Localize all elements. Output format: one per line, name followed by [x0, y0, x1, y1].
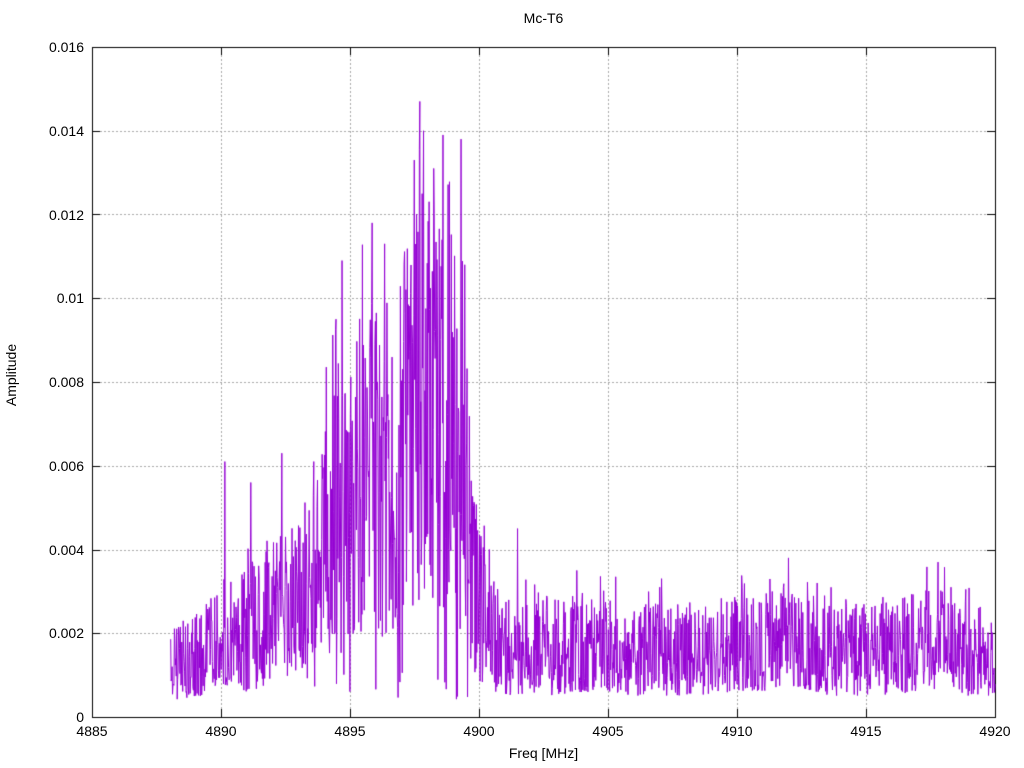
y-tick-label: 0.012 [48, 206, 84, 223]
x-tick-label: 4910 [721, 723, 753, 739]
x-tick-label: 4915 [850, 723, 882, 739]
x-tick-label: 4900 [463, 723, 495, 739]
y-tick-label: 0.016 [48, 39, 84, 55]
y-tick-label: 0.014 [48, 122, 84, 139]
y-tick-label: 0.006 [48, 457, 84, 474]
y-tick-label: 0.008 [48, 374, 84, 390]
y-tick-label: 0.01 [56, 290, 84, 307]
x-tick-label: 4885 [76, 723, 108, 739]
x-tick-label: 4890 [205, 723, 237, 739]
y-tick-label: 0.002 [48, 625, 84, 642]
x-axis-label: Freq [MHz] [508, 745, 579, 761]
x-tick-label: 4895 [334, 723, 366, 739]
x-tick-label: 4905 [592, 723, 624, 739]
y-tick-label: 0 [76, 709, 84, 725]
x-tick-label: 4920 [979, 723, 1011, 739]
y-tick-label: 0.004 [48, 541, 84, 558]
chart-title: Mc-T6 [523, 10, 564, 26]
